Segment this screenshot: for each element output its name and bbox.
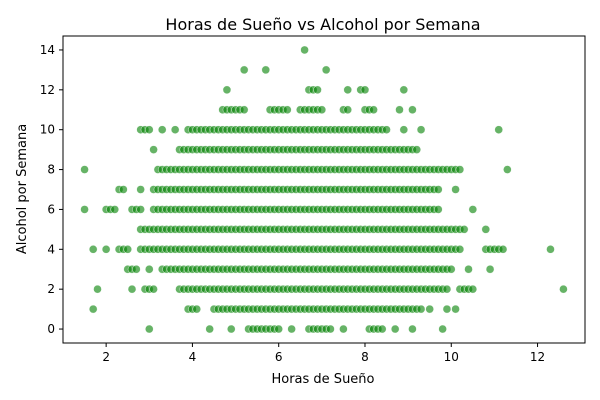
data-point: [317, 105, 327, 115]
data-point: [399, 85, 409, 95]
data-point: [222, 85, 232, 95]
data-point: [145, 125, 154, 134]
y-tick-label: 0: [47, 322, 55, 336]
y-axis: 0 2 4 6 8 10 12 14: [40, 43, 63, 336]
data-point: [313, 85, 322, 95]
points-layer: [80, 45, 568, 334]
data-point: [192, 304, 201, 314]
data-point: [88, 245, 98, 254]
data-point: [442, 284, 452, 294]
data-point: [300, 45, 309, 55]
data-point: [451, 304, 460, 314]
y-tick-label: 12: [40, 83, 55, 97]
data-point: [339, 324, 348, 334]
x-axis-label: Horas de Sueño: [271, 372, 374, 387]
data-point: [468, 284, 478, 294]
x-tick-label: 12: [530, 350, 545, 364]
data-point: [123, 245, 132, 254]
data-point: [447, 264, 456, 274]
y-tick-label: 10: [40, 123, 55, 137]
data-point: [382, 125, 391, 134]
data-point: [559, 284, 568, 294]
data-point: [110, 205, 120, 214]
x-tick-label: 8: [361, 350, 369, 364]
data-point: [239, 65, 249, 75]
data-point: [425, 304, 434, 314]
data-point: [459, 225, 469, 234]
data-point: [546, 245, 555, 254]
data-point: [408, 324, 417, 334]
data-point: [88, 304, 98, 314]
data-point: [93, 284, 102, 294]
data-point: [498, 245, 508, 254]
data-point: [412, 145, 421, 154]
x-tick-label: 4: [189, 350, 197, 364]
data-point: [149, 284, 158, 294]
data-point: [503, 165, 512, 174]
y-axis-label: Alcohol por Semana: [15, 124, 30, 254]
data-point: [442, 304, 452, 314]
data-point: [149, 145, 158, 154]
data-point: [451, 185, 460, 194]
data-point: [227, 324, 236, 334]
data-point: [481, 225, 491, 234]
data-point: [416, 125, 426, 134]
data-point: [80, 165, 89, 174]
x-tick-label: 2: [102, 350, 110, 364]
data-point: [326, 324, 335, 334]
y-tick-label: 2: [47, 282, 55, 296]
data-point: [343, 105, 352, 115]
data-point: [132, 264, 141, 274]
data-point: [136, 185, 145, 194]
data-point: [399, 125, 409, 134]
data-point: [80, 205, 89, 214]
data-point: [408, 105, 417, 115]
data-point: [455, 245, 465, 254]
data-point: [377, 324, 387, 334]
x-tick-label: 10: [444, 350, 459, 364]
data-point: [157, 125, 167, 134]
data-point: [145, 324, 154, 334]
data-point: [205, 324, 214, 334]
data-point: [119, 185, 128, 194]
data-point: [369, 105, 378, 115]
y-tick-label: 14: [40, 43, 55, 57]
data-point: [395, 105, 404, 115]
y-tick-label: 6: [47, 202, 55, 216]
data-point: [360, 85, 370, 95]
data-point: [145, 264, 154, 274]
data-point: [343, 85, 352, 95]
data-point: [283, 105, 292, 115]
y-tick-label: 4: [47, 242, 55, 256]
data-point: [321, 65, 331, 75]
data-point: [485, 264, 495, 274]
data-point: [455, 165, 465, 174]
data-point: [438, 324, 447, 334]
data-point: [416, 304, 426, 314]
data-point: [434, 185, 443, 194]
plot-frame: [62, 35, 586, 344]
data-point: [101, 245, 111, 254]
data-point: [494, 125, 503, 134]
data-point: [136, 205, 145, 214]
data-point: [127, 284, 137, 294]
x-axis: 2 4 6 8 10 12: [102, 343, 545, 364]
data-point: [287, 324, 296, 334]
data-point: [434, 205, 443, 214]
data-point: [274, 324, 283, 334]
data-point: [239, 105, 249, 115]
data-point: [468, 205, 478, 214]
data-point: [170, 125, 180, 134]
chart-title: Horas de Sueño vs Alcohol por Semana: [165, 15, 480, 34]
data-point: [464, 264, 473, 274]
data-point: [261, 65, 271, 75]
y-tick-label: 8: [47, 163, 55, 177]
data-point: [390, 324, 400, 334]
x-tick-label: 6: [275, 350, 283, 364]
